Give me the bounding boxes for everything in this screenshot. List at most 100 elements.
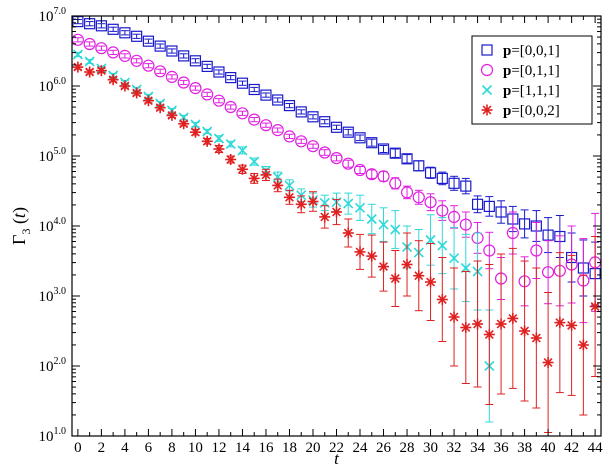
legend-item: p=[1,1,1] [481, 83, 560, 99]
x-tick-label: 38 [517, 440, 532, 456]
data-point-star [542, 357, 554, 368]
data-point-star [483, 329, 495, 340]
error-bar [485, 196, 494, 217]
error-bar [332, 154, 341, 162]
error-bar [109, 49, 118, 55]
x-tick-label: 40 [541, 440, 556, 456]
data-point-star [342, 227, 354, 239]
data-point-circle [306, 140, 320, 153]
data-point-star [577, 339, 589, 351]
data-point-square [178, 50, 190, 62]
data-point-square [413, 160, 425, 172]
data-point-star [530, 332, 542, 344]
data-point-square [283, 99, 296, 112]
x-tick-label: 6 [145, 440, 153, 456]
data-point-square [401, 153, 413, 165]
data-point-square [295, 106, 307, 118]
data-point-star [119, 80, 131, 92]
data-point-star [201, 135, 213, 147]
data-point-star [95, 65, 107, 77]
data-point-circle [541, 266, 555, 279]
data-point-x [237, 145, 248, 156]
data-point-square [260, 89, 272, 101]
error-bar [120, 30, 129, 36]
data-point-x [390, 224, 401, 235]
data-point-circle [83, 37, 96, 51]
data-point-star [272, 179, 284, 191]
legend-label: p=[0,0,2] [503, 103, 560, 119]
data-point-circle [118, 49, 132, 63]
data-point-square [471, 198, 484, 210]
legend-label: p=[0,0,1] [503, 43, 560, 59]
data-point-circle [506, 226, 519, 240]
data-point-square [225, 71, 237, 84]
data-point-star [401, 259, 413, 270]
error-bar [520, 209, 529, 239]
data-point-square [107, 23, 119, 35]
data-point-square [481, 44, 493, 56]
data-point-circle [480, 63, 494, 77]
error-bar [214, 69, 223, 75]
data-point-square [166, 45, 178, 57]
y-tick-label: 106.0 [39, 76, 67, 95]
data-point-circle [107, 46, 120, 59]
data-point-circle [412, 191, 425, 204]
y-tick-label: 101.0 [39, 426, 67, 445]
data-point-star [354, 246, 366, 258]
data-point-circle [259, 119, 273, 132]
data-point-star [460, 322, 472, 333]
data-point-circle [130, 54, 143, 67]
x-tick-label: 30 [423, 440, 438, 456]
data-point-square [201, 60, 213, 73]
data-point-square [154, 40, 166, 52]
data-point-star [472, 318, 484, 330]
error-bar [250, 86, 259, 93]
data-point-x [202, 126, 213, 137]
data-point-square [307, 111, 319, 123]
data-point-star [142, 95, 154, 107]
legend-item: p=[0,0,2] [481, 103, 560, 119]
x-tick-label: 14 [235, 440, 251, 456]
error-bar [320, 149, 329, 156]
error-bar [261, 122, 270, 128]
data-point-x [354, 202, 366, 213]
error-bar [344, 128, 353, 136]
data-point-square [319, 116, 331, 128]
data-point-circle [177, 76, 190, 89]
error-bar [332, 124, 341, 130]
data-point-square [542, 229, 554, 241]
error-bar [391, 148, 400, 158]
error-bar [344, 159, 353, 168]
x-tick-label: 36 [494, 440, 510, 456]
x-tick-label: 20 [305, 440, 320, 456]
error-bar [156, 43, 165, 49]
data-point-square [436, 172, 448, 184]
data-point-star [554, 317, 566, 329]
x-tick-label: 12 [211, 440, 226, 456]
series-layer [72, 16, 601, 433]
data-point-circle [95, 42, 108, 55]
data-point-circle [224, 100, 237, 114]
data-point-star [389, 273, 401, 284]
data-point-circle [283, 130, 296, 143]
data-point-circle [165, 70, 179, 84]
error-bar [297, 138, 306, 144]
data-point-square [366, 137, 378, 149]
data-point-circle [212, 94, 226, 107]
error-bar [403, 154, 412, 164]
data-point-circle [400, 186, 414, 199]
data-point-x [284, 180, 295, 191]
data-point-square [189, 55, 202, 67]
y-tick-label: 107.0 [39, 6, 67, 25]
data-point-star [248, 172, 260, 184]
data-point-x [437, 240, 448, 251]
error-bar [203, 91, 212, 97]
data-point-star [519, 325, 531, 337]
error-bar [238, 80, 247, 86]
error-bar [238, 110, 247, 116]
error-bar [214, 98, 223, 104]
x-tick-label: 18 [282, 440, 297, 456]
x-tick-label: 0 [74, 440, 82, 456]
legend-label: p=[0,1,1] [503, 63, 560, 79]
